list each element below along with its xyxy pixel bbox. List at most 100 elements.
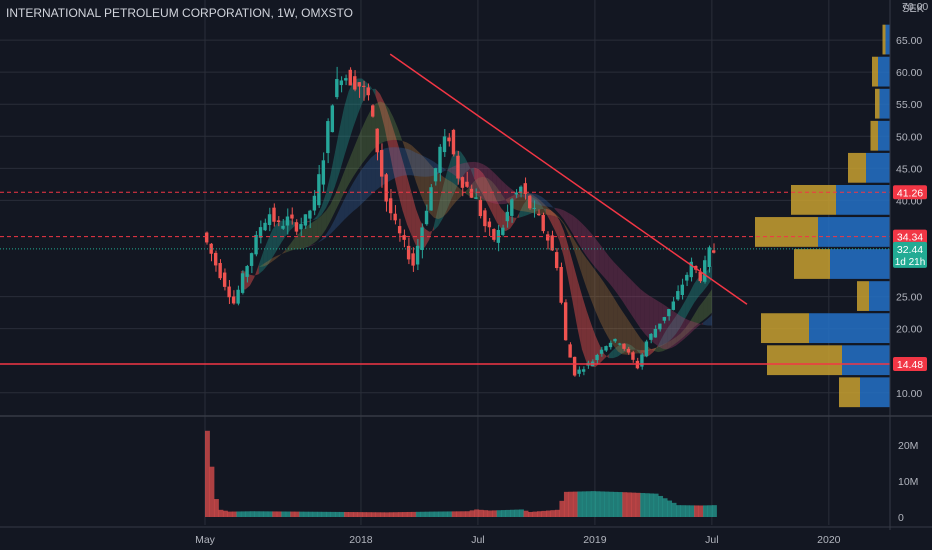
ribbon-segment — [469, 167, 475, 179]
ribbon-segment — [397, 147, 403, 177]
candle-body — [532, 207, 536, 209]
ribbon-segment — [662, 303, 668, 350]
time-tick-label: Jul — [471, 534, 484, 546]
volume-bar — [218, 509, 224, 517]
candle-body — [344, 78, 348, 81]
ribbon-segment — [267, 258, 273, 265]
volume-bar — [572, 491, 578, 517]
ribbon-segment — [523, 192, 529, 212]
candle-body — [258, 227, 263, 238]
ribbon-segment — [541, 201, 546, 215]
candle-body — [339, 80, 344, 86]
ribbon-segment — [689, 283, 695, 311]
volume-bar — [577, 491, 583, 517]
ribbon-segment — [402, 147, 407, 176]
ribbon-segment — [429, 226, 434, 240]
ribbon-segment — [496, 175, 502, 205]
ribbon-segment — [496, 200, 502, 229]
ribbon-segment — [653, 298, 659, 347]
ribbon-segment — [429, 158, 434, 177]
ribbon-segment — [644, 292, 650, 339]
volume-bar — [501, 510, 507, 517]
price-label-box — [893, 185, 927, 200]
candle-body — [254, 234, 258, 255]
ribbon-segment — [640, 337, 645, 354]
volume-bar — [451, 511, 457, 517]
ribbon-segment — [420, 154, 425, 177]
volume-bar — [631, 492, 637, 517]
volume-bar — [653, 493, 659, 517]
volume-bar — [662, 498, 668, 517]
ribbon-segment — [379, 93, 385, 128]
volume-bar — [590, 491, 596, 517]
ribbon-segment — [514, 193, 520, 211]
candle-body — [447, 137, 451, 142]
volume-bar — [613, 491, 619, 517]
ribbon-segment — [254, 264, 259, 278]
profile-bar-down — [878, 56, 890, 87]
candle-body — [653, 328, 658, 338]
candle-body — [478, 199, 483, 217]
ribbon-segment — [348, 149, 354, 185]
volume-bar — [514, 509, 520, 517]
volume-bar — [649, 493, 655, 517]
ribbon-segment — [433, 206, 439, 231]
ribbon-segment — [572, 262, 578, 328]
ribbon-segment — [626, 275, 632, 315]
ribbon-segment — [353, 78, 358, 128]
price-tick-label: 50.00 — [896, 131, 922, 143]
candle-body — [703, 260, 707, 282]
candle-body — [617, 343, 622, 345]
ribbon-segment — [554, 213, 560, 219]
volume-tick-label: 10M — [898, 476, 918, 488]
moving-average-ribbons — [240, 78, 712, 368]
volume-pane: 20M 10M 0 — [205, 430, 918, 524]
candle-body — [209, 243, 213, 254]
profile-bar-down — [836, 184, 890, 215]
chart-grid — [0, 0, 890, 525]
profile-bar-down — [830, 249, 890, 279]
ribbon-segment — [514, 213, 520, 223]
trendline[interactable] — [389, 53, 748, 305]
ribbon-segment — [649, 295, 654, 343]
ribbon-segment — [281, 249, 286, 255]
candle-body — [281, 225, 285, 229]
volume-bar — [335, 511, 341, 517]
ribbon-segment — [572, 215, 578, 242]
ribbon-segment — [375, 150, 380, 191]
ribbon-segment — [294, 232, 300, 250]
volume-bar — [397, 512, 403, 517]
volume-bar — [676, 505, 681, 517]
volume-bar — [595, 491, 601, 517]
ribbon-segment — [581, 251, 587, 288]
ribbon-segment — [501, 179, 506, 205]
time-tick-label: 2019 — [583, 534, 607, 546]
volume-bar — [227, 511, 233, 517]
ribbon-segment — [689, 314, 695, 332]
candle-body — [640, 354, 644, 367]
candle-body — [397, 226, 402, 234]
ribbon-segment — [680, 328, 686, 340]
price-label-value: 41.26 — [897, 187, 923, 199]
candle-body — [205, 232, 209, 243]
ribbon-segment — [397, 128, 403, 141]
trendline-segment — [389, 53, 748, 305]
volume-bar — [541, 510, 547, 517]
volume-bar — [568, 491, 574, 517]
volume-bar — [339, 511, 345, 517]
ribbon-segment — [330, 194, 336, 221]
ribbon-segment — [420, 153, 425, 205]
ribbon-segment — [344, 160, 349, 194]
ribbon-segment — [680, 316, 686, 343]
volume-bar — [272, 511, 278, 517]
candle-body — [456, 155, 460, 179]
ribbon-segment — [694, 277, 699, 303]
ribbon-segment — [631, 324, 636, 355]
ribbon-segment — [577, 245, 582, 275]
ribbon-segment — [667, 322, 672, 343]
ribbon-segment — [604, 353, 609, 359]
ribbon-segment — [640, 288, 645, 334]
ribbon-segment — [707, 265, 712, 286]
volume-bar — [406, 511, 412, 517]
